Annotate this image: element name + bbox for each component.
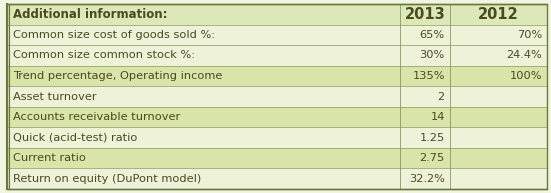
Text: Accounts receivable turnover: Accounts receivable turnover	[13, 112, 180, 122]
Text: Trend percentage, Operating income: Trend percentage, Operating income	[13, 71, 223, 81]
Bar	[7, 25, 547, 45]
Bar	[7, 148, 547, 168]
Text: 135%: 135%	[412, 71, 445, 81]
Text: 14: 14	[430, 112, 445, 122]
Text: Current ratio: Current ratio	[13, 153, 86, 163]
Text: 2012: 2012	[478, 7, 519, 22]
Text: 32.2%: 32.2%	[409, 174, 445, 184]
Bar	[7, 45, 547, 66]
Text: 2.75: 2.75	[419, 153, 445, 163]
Text: 1.25: 1.25	[419, 133, 445, 143]
Text: Asset turnover: Asset turnover	[13, 91, 96, 102]
Text: Common size common stock %:: Common size common stock %:	[13, 50, 195, 60]
Text: 24.4%: 24.4%	[506, 50, 542, 60]
Bar	[7, 4, 547, 25]
Text: 70%: 70%	[517, 30, 542, 40]
Text: 65%: 65%	[420, 30, 445, 40]
Text: Return on equity (DuPont model): Return on equity (DuPont model)	[13, 174, 201, 184]
Text: 30%: 30%	[419, 50, 445, 60]
Text: 2: 2	[437, 91, 445, 102]
Bar	[7, 86, 547, 107]
Text: 100%: 100%	[510, 71, 542, 81]
Text: Common size cost of goods sold %:: Common size cost of goods sold %:	[13, 30, 215, 40]
Text: Quick (acid-test) ratio: Quick (acid-test) ratio	[13, 133, 137, 143]
Bar	[7, 66, 547, 86]
Text: Additional information:: Additional information:	[13, 8, 168, 21]
Bar	[7, 168, 547, 189]
Bar	[7, 107, 547, 127]
Bar	[7, 127, 547, 148]
Text: 2013: 2013	[404, 7, 445, 22]
